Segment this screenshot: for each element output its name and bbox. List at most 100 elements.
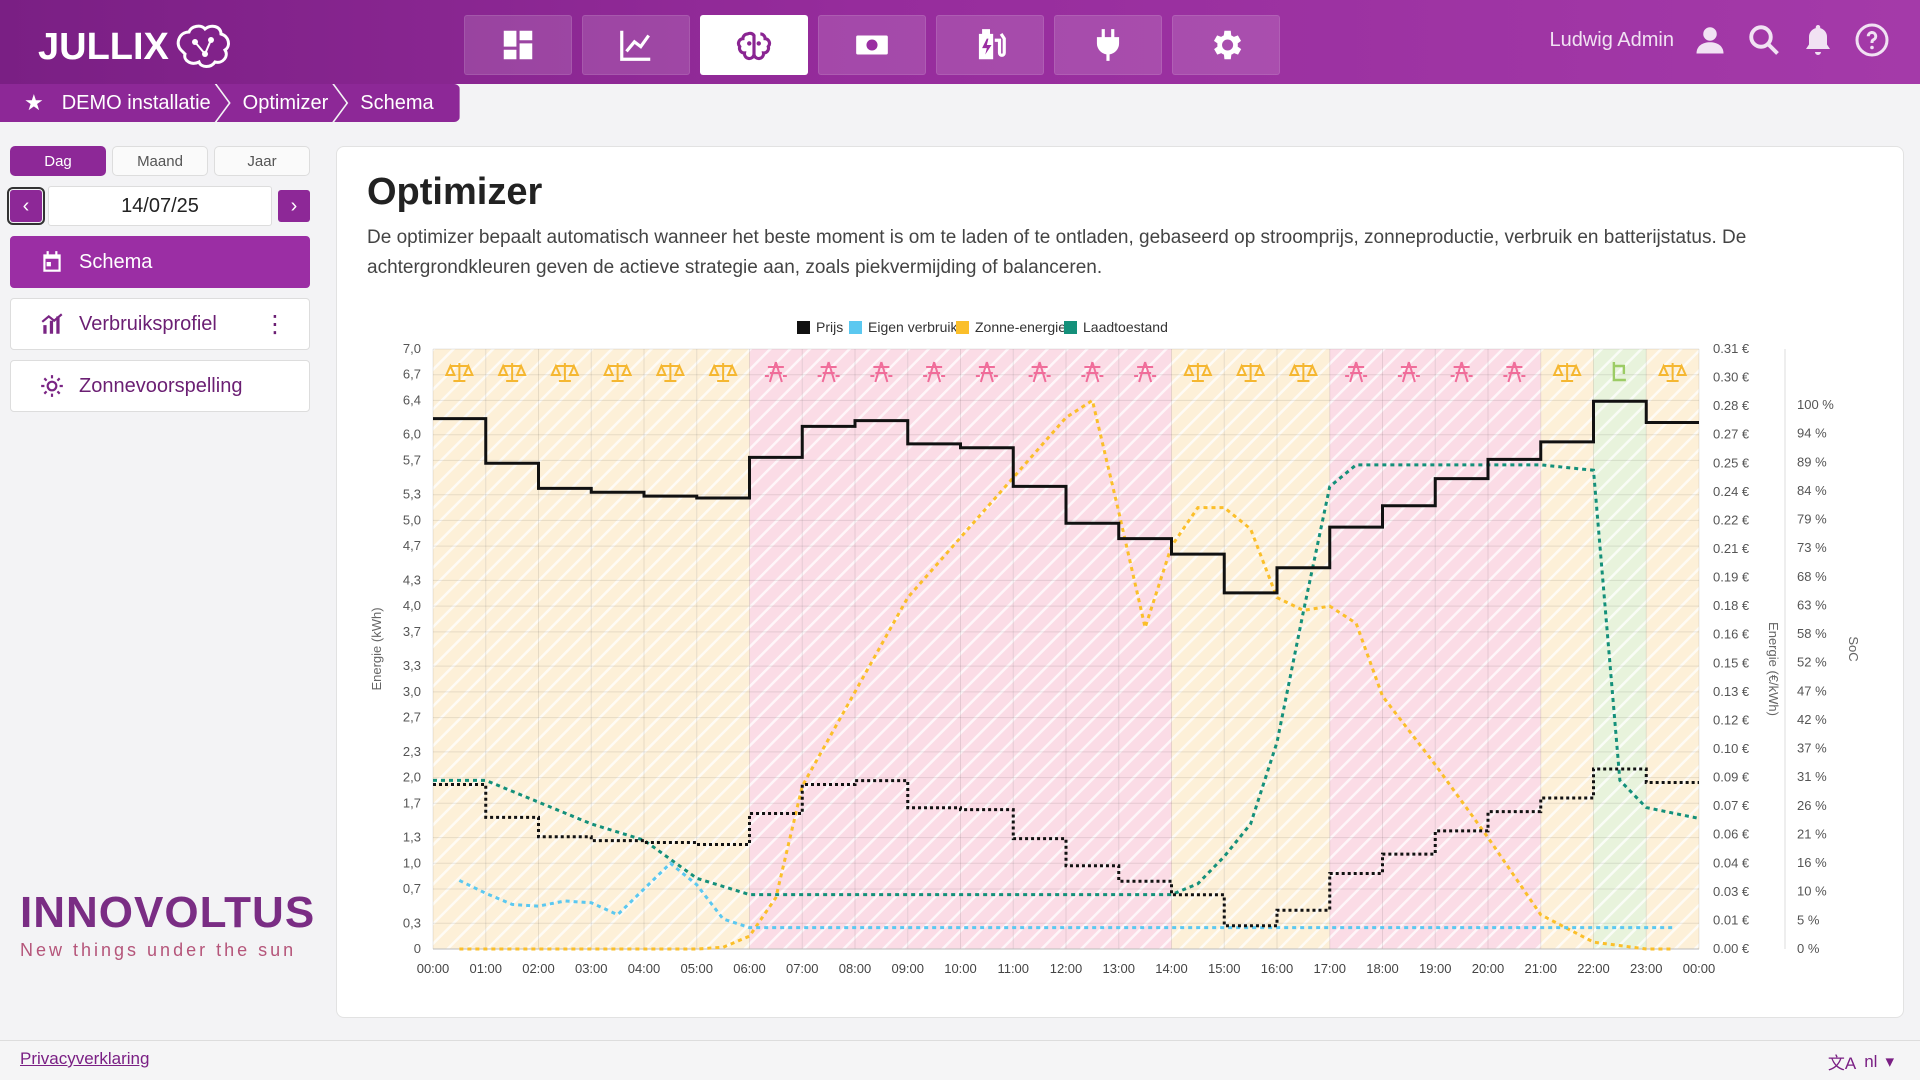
balance-icon-path	[550, 363, 580, 382]
y-price-tick-label: 0.04 €	[1713, 855, 1750, 870]
y-price-tick-label: 0.30 €	[1713, 370, 1750, 385]
y-soc-tick-label: 26 %	[1797, 798, 1827, 813]
peak-icon-path	[1450, 361, 1473, 383]
nav-optimizer-button[interactable]	[700, 15, 808, 75]
peak-shaving-icon	[1028, 361, 1051, 383]
breadcrumb-label: Optimizer	[242, 91, 329, 114]
y-soc-tick-label: 94 %	[1797, 426, 1827, 441]
strategy-band-balance	[1171, 349, 1225, 949]
peak-icon-path	[1134, 361, 1157, 383]
search-icon[interactable]	[1746, 22, 1782, 58]
breadcrumb-optimizer[interactable]: Optimizer	[217, 84, 347, 122]
balance-icon-path	[603, 363, 633, 382]
x-tick-label: 18:00	[1366, 961, 1399, 976]
x-tick-label: 22:00	[1577, 961, 1610, 976]
y-left-tick-label: 2,3	[403, 744, 421, 759]
peak-shaving-icon	[1450, 361, 1473, 383]
strategy-band-peak	[907, 349, 961, 949]
period-month-button[interactable]: Maand	[112, 146, 208, 176]
previous-date-button[interactable]: ‹	[7, 187, 45, 225]
x-tick-label: 14:00	[1155, 961, 1188, 976]
x-tick-label: 19:00	[1419, 961, 1452, 976]
y-price-tick-label: 0.28 €	[1713, 398, 1750, 413]
y-left-tick-label: 0,3	[403, 915, 421, 930]
breadcrumb-schema[interactable]: Schema	[334, 84, 460, 122]
user-icon[interactable]	[1692, 22, 1728, 58]
balance-icon	[1183, 363, 1213, 382]
strategy-band-peak	[1066, 349, 1119, 949]
strategy-band-balance	[1646, 349, 1699, 949]
chevron-right-icon: ›	[290, 194, 298, 217]
period-year-button[interactable]: Jaar	[214, 146, 310, 176]
nav-devices-button[interactable]	[1054, 15, 1162, 75]
nav-charging-button[interactable]	[936, 15, 1044, 75]
next-date-button[interactable]: ›	[278, 190, 310, 222]
y-price-axis-title: Energie (€/kWh)	[1766, 622, 1781, 716]
legend-label: Laadtoestand	[1083, 319, 1168, 335]
strategy-band-balance	[485, 349, 539, 949]
x-tick-label: 23:00	[1630, 961, 1663, 976]
y-left-tick-label: 0,7	[403, 881, 421, 896]
x-tick-label: 06:00	[733, 961, 766, 976]
top-bar: JULLIX Ludwig Admin	[0, 0, 1920, 84]
peak-icon-path	[870, 361, 893, 383]
footer: Privacyverklaring 文A nl ▾	[0, 1040, 1920, 1080]
balance-icon	[603, 363, 633, 382]
strategy-band-peak	[855, 349, 908, 949]
peak-shaving-icon	[870, 361, 893, 383]
strategy-band-peak	[1435, 349, 1488, 949]
breadcrumb-label: DEMO installatie	[61, 91, 211, 114]
peak-shaving-icon	[1081, 361, 1104, 383]
balance-icon	[1552, 363, 1582, 382]
x-tick-label: 09:00	[891, 961, 924, 976]
peak-shaving-icon	[817, 361, 840, 383]
page-description: De optimizer bepaalt automatisch wanneer…	[367, 227, 1747, 278]
y-price-tick-label: 0.31 €	[1713, 341, 1750, 356]
balance-icon	[708, 363, 738, 382]
y-soc-tick-label: 5 %	[1797, 912, 1820, 927]
x-tick-label: 17:00	[1313, 961, 1346, 976]
y-left-tick-label: 4,3	[403, 572, 421, 587]
language-label: nl	[1864, 1051, 1878, 1071]
more-options-icon[interactable]: ⋮	[263, 310, 287, 338]
y-left-tick-label: 6,7	[403, 367, 421, 382]
y-left-tick-label: 3,0	[403, 684, 421, 699]
bar-chart-icon	[41, 313, 63, 334]
charge-icon-path	[1612, 362, 1626, 382]
period-day-button[interactable]: Dag	[10, 146, 106, 176]
y-price-tick-label: 0.09 €	[1713, 770, 1750, 785]
nav-charts-button[interactable]	[582, 15, 690, 75]
y-left-tick-label: 5,0	[403, 512, 421, 527]
sidebar-item-schema[interactable]: Schema	[10, 236, 310, 288]
peak-icon-path	[1345, 361, 1368, 383]
nav-dashboard-button[interactable]	[464, 15, 572, 75]
help-icon[interactable]	[1854, 22, 1890, 58]
balance-icon-path	[497, 363, 527, 382]
nav-costs-button[interactable]	[818, 15, 926, 75]
date-input[interactable]: 14/07/25	[48, 186, 272, 226]
innovoltus-logo: INNOVOLTUS New things under the sun	[20, 888, 315, 961]
peak-shaving-icon	[1503, 361, 1526, 383]
breadcrumb-installation[interactable]: ★ DEMO installatie	[0, 84, 229, 122]
series-line-laadtoestand	[433, 463, 1700, 897]
strategy-band-peak	[1329, 349, 1383, 949]
y-soc-tick-label: 10 %	[1797, 884, 1827, 899]
gear-icon	[1213, 30, 1242, 60]
strategy-band-balance	[644, 349, 697, 949]
star-icon: ★	[24, 90, 44, 115]
user-name[interactable]: Ludwig Admin	[1549, 28, 1674, 51]
battery-charge-icon	[978, 29, 1006, 60]
y-left-tick-label: 2,0	[403, 770, 421, 785]
y-left-tick-label: 4,0	[403, 598, 421, 613]
peak-shaving-icon	[1345, 361, 1368, 383]
peak-shaving-icon	[1134, 361, 1157, 383]
nav-settings-button[interactable]	[1172, 15, 1280, 75]
peak-icon-path	[1397, 361, 1420, 383]
bell-icon[interactable]	[1800, 22, 1836, 58]
language-selector[interactable]: 文A nl ▾	[1828, 1049, 1894, 1074]
sidebar-item-zonnevoorspelling[interactable]: Zonnevoorspelling	[10, 360, 310, 412]
privacy-link[interactable]: Privacyverklaring	[20, 1049, 150, 1068]
sidebar-item-verbruiksprofiel[interactable]: Verbruiksprofiel ⋮	[10, 298, 310, 350]
jullix-logo[interactable]: JULLIX	[38, 22, 235, 72]
chevron-left-icon: ‹	[22, 194, 30, 217]
